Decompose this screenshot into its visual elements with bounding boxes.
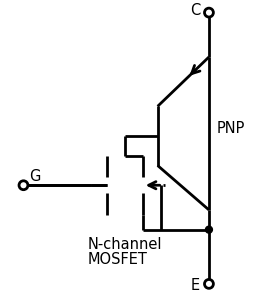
Circle shape (205, 226, 213, 233)
Text: PNP: PNP (217, 121, 245, 136)
Text: MOSFET: MOSFET (88, 252, 148, 267)
Text: N-channel: N-channel (88, 237, 162, 252)
Text: C: C (190, 3, 200, 18)
Text: E: E (191, 278, 200, 293)
Text: G: G (30, 169, 41, 184)
